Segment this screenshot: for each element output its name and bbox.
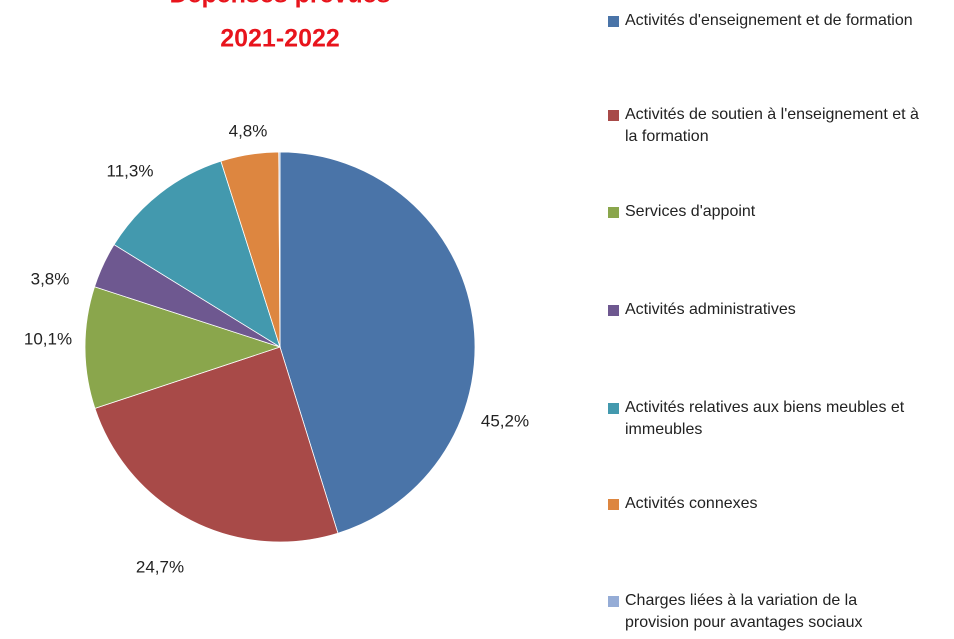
legend-swatch: [608, 110, 619, 121]
legend-label: Charges liées à la variation de la provi…: [625, 592, 863, 631]
legend-swatch: [608, 499, 619, 510]
legend-swatch: [608, 16, 619, 27]
legend-item: Activités connexes: [608, 493, 948, 515]
data-label: 10,1%: [24, 329, 72, 348]
legend-item: Charges liées à la variation de la provi…: [608, 590, 948, 634]
legend-swatch: [608, 305, 619, 316]
data-label: 4,8%: [229, 121, 268, 140]
legend-label: Activités administratives: [625, 301, 796, 318]
data-label: 11,3%: [107, 161, 154, 180]
pie-slice: [94, 346, 339, 543]
chart-title: 2021-2022: [220, 25, 340, 53]
legend-swatch: [608, 596, 619, 607]
legend-label: Activités relatives aux biens meubles et…: [625, 399, 905, 438]
legend-swatch: [608, 207, 619, 218]
legend-swatch: [608, 403, 619, 414]
legend-label: Activités de soutien à l'enseignement et…: [625, 106, 919, 145]
legend-item: Activités administratives: [608, 299, 948, 321]
pie-slice: [84, 286, 282, 409]
legend-label: Activités connexes: [625, 495, 758, 512]
data-label: 3,8%: [31, 269, 70, 288]
chart-title: Dépenses prévues: [170, 0, 391, 9]
pie-slice: [279, 151, 476, 534]
pie-area: Dépenses prévues 2021-2022 45,2% 24,7% 10,…: [24, 0, 529, 576]
data-label: 45,2%: [481, 411, 529, 430]
legend-item: Services d'appoint: [608, 201, 948, 223]
legend-item: Activités de soutien à l'enseignement et…: [608, 104, 948, 148]
pie-slice: [278, 151, 281, 348]
legend-item: Activités relatives aux biens meubles et…: [608, 397, 948, 441]
pie-slice: [113, 160, 281, 348]
legend-label: Services d'appoint: [625, 203, 756, 220]
data-label: 24,7%: [136, 557, 184, 576]
legend-item: Activités d'enseignement et de formation: [608, 10, 948, 32]
legend-label: Activités d'enseignement et de formation: [625, 12, 913, 29]
